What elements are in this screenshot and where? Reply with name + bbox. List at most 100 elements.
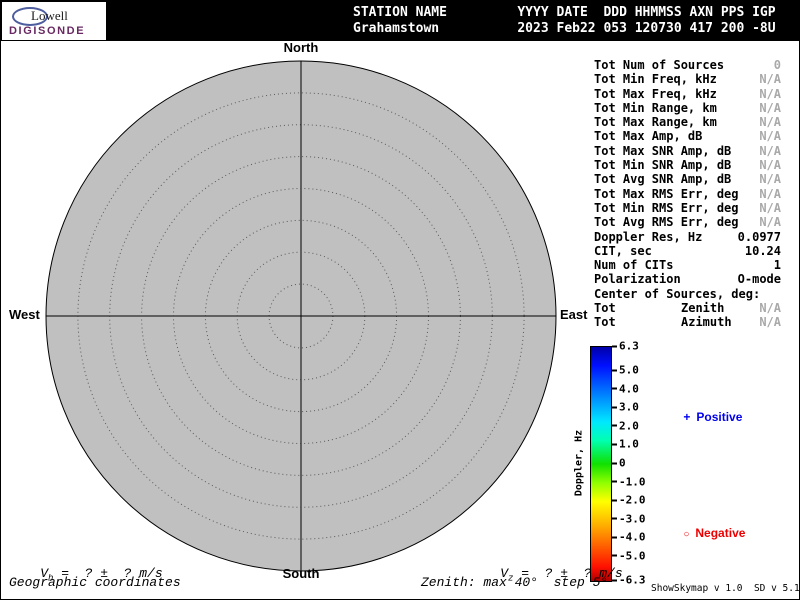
colorbar-ticks: 6.3 5.0 4.0 3.0 2.0 1.0 0 -1.0 -2.0 -3.0 -4.0 -5.0 -… — [612, 340, 654, 587]
colorbar-tick: -5.0 — [612, 549, 646, 562]
colorbar-tick: 3.0 — [612, 401, 639, 414]
header-field-label: IGP — [752, 5, 776, 20]
stat-row: Center of Sources, deg: — [594, 287, 781, 301]
stat-label: Doppler Res, Hz — [594, 229, 703, 244]
stat-value: N/A — [759, 158, 781, 173]
header-field-label: PPS — [720, 5, 745, 20]
tick-label: -2.0 — [619, 493, 646, 507]
header-field-value: Grahamstown — [353, 21, 440, 36]
vz-value: = ? ± ? m/s — [513, 566, 623, 581]
tick-mark — [612, 443, 617, 446]
stat-row: Polarization O-mode — [594, 272, 781, 286]
stat-row: Tot Max Range, km N/A — [594, 115, 781, 129]
stat-value: 10.24 — [744, 243, 781, 258]
vz-readout: Vz = ? ± ? m/s — [469, 551, 623, 599]
tick-label: 3.0 — [619, 400, 639, 414]
stat-row: Tot Avg RMS Err, deg N/A — [594, 215, 781, 229]
stat-value: N/A — [759, 86, 781, 101]
header-column: PPS 200 — [721, 5, 752, 37]
colorbar-tick: 5.0 — [612, 364, 639, 377]
colorbar-tick: -2.0 — [612, 494, 646, 507]
stat-label: Tot Num of Sources — [594, 58, 725, 72]
vz-symbol: V — [500, 566, 509, 581]
colorbar-tick: 4.0 — [612, 382, 639, 395]
colorbar-tick: 0 — [612, 457, 626, 470]
header-column: YYYY DATE 2023 Feb22 — [517, 5, 603, 37]
header-column: HHMMSS 120730 — [635, 5, 690, 37]
stat-value: N/A — [759, 186, 781, 201]
stat-row: CIT, sec 10.24 — [594, 244, 781, 258]
stat-value: 0.0977 — [737, 229, 781, 244]
stats-panel: Tot Num of Sources 0 Tot Min Freq, kHz N/A T… — [594, 58, 781, 330]
stat-sublabel: Azimuth — [681, 315, 732, 330]
zenith-range-note: Zenith: max 40° step 5° — [421, 575, 609, 590]
stat-row: Doppler Res, Hz 0.0977 — [594, 230, 781, 244]
stat-label: Tot Max Amp, dB — [594, 129, 703, 144]
stat-value: N/A — [759, 143, 781, 158]
legend-negative: ○ Negative — [670, 512, 745, 554]
header-column: IGP -8U — [752, 5, 775, 37]
stat-row: Tot Zenith N/A — [594, 301, 781, 315]
colorbar-tick: -3.0 — [612, 512, 646, 525]
header-bar: STATION NAME Grahamstown YYYY DATE 2023 Feb… — [1, 1, 799, 41]
header-column: STATION NAME Grahamstown — [353, 5, 517, 37]
tick-mark — [612, 424, 617, 427]
stat-label: Tot — [594, 301, 616, 316]
tick-mark — [612, 369, 617, 372]
tick-mark — [612, 499, 617, 502]
tick-label: -1.0 — [619, 475, 646, 489]
stat-value: 1 — [773, 258, 781, 273]
header-field-value: 120730 — [634, 21, 682, 36]
stat-value: N/A — [759, 72, 781, 87]
stat-label: Tot Max RMS Err, deg — [594, 186, 739, 201]
header-field-label: YYYY DATE — [517, 5, 588, 20]
tick-mark — [612, 387, 617, 390]
tick-label: 0 — [619, 456, 626, 470]
compass-label-south: South — [282, 566, 320, 581]
tick-label: -4.0 — [619, 530, 646, 544]
compass-label-east: East — [560, 307, 588, 322]
stat-value: N/A — [759, 215, 781, 230]
stat-row: Tot Max Amp, dB N/A — [594, 129, 781, 143]
stat-value: N/A — [759, 100, 781, 115]
stat-label: Tot Max Freq, kHz — [594, 86, 717, 101]
tick-label: 4.0 — [619, 382, 639, 396]
stat-row: Num of CITs 1 — [594, 258, 781, 272]
stat-value: N/A — [759, 115, 781, 130]
skymap-plot — [45, 60, 557, 572]
colorbar-tick: -6.3 — [612, 574, 646, 587]
logo-digisonde-text: DIGISONDE — [9, 25, 86, 37]
header-field-value: 200 — [720, 21, 745, 36]
vh-symbol: V — [40, 566, 49, 581]
colorbar-tick: -4.0 — [612, 531, 646, 544]
stat-label: Polarization — [594, 272, 681, 287]
version-label: ShowSkymap v 1.0 SD v 5.1 — [651, 583, 800, 594]
header-field-label: HHMMSS — [634, 5, 682, 20]
stat-row: Tot Min RMS Err, deg N/A — [594, 201, 781, 215]
positive-source-icon: + — [683, 410, 691, 424]
tick-mark — [612, 345, 617, 347]
stat-value: O-mode — [737, 272, 781, 287]
vh-subscript: h — [48, 573, 54, 584]
tick-mark — [612, 480, 617, 483]
tick-mark — [612, 406, 617, 409]
header-field-label: STATION NAME — [353, 5, 447, 20]
logo-oval-icon — [12, 7, 48, 26]
stat-value: N/A — [759, 301, 781, 316]
stat-row: Tot Azimuth N/A — [594, 315, 781, 329]
tick-mark — [612, 536, 617, 539]
stat-label: Tot Min RMS Err, deg — [594, 200, 739, 215]
stat-row: Tot Max Freq, kHz N/A — [594, 87, 781, 101]
stat-sublabel: Zenith — [681, 301, 725, 316]
positive-label: Positive — [696, 410, 743, 424]
colorbar-gradient — [591, 347, 611, 581]
header-field-value: 2023 Feb22 — [517, 21, 596, 36]
stat-label: CIT, sec — [594, 243, 652, 258]
stat-value: N/A — [759, 315, 781, 330]
coordinates-label: Geographic coordinates — [9, 575, 181, 590]
stat-row: Tot Max RMS Err, deg N/A — [594, 187, 781, 201]
tick-label: 2.0 — [619, 419, 639, 433]
negative-label: Negative — [695, 526, 746, 540]
header-column: AXN 417 — [690, 5, 721, 37]
